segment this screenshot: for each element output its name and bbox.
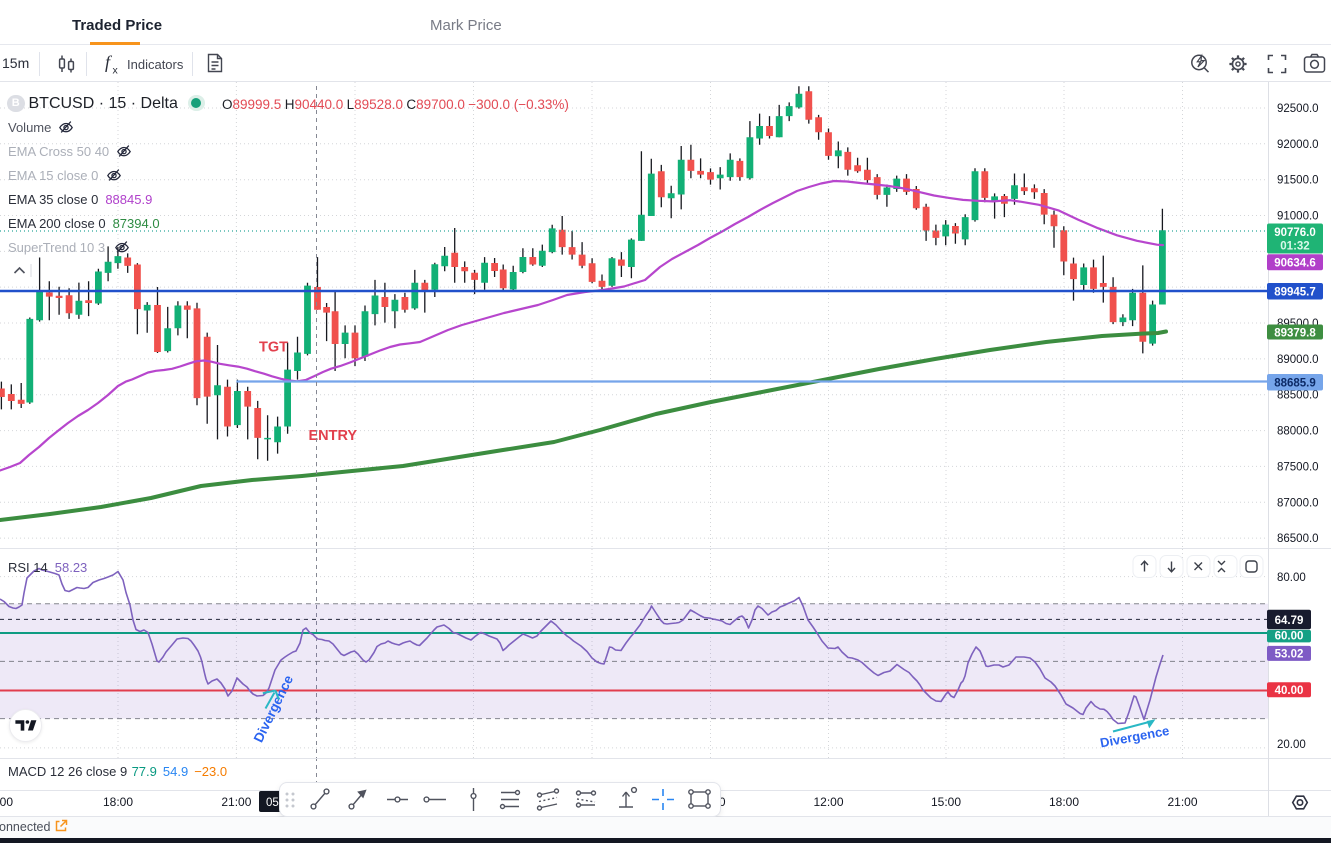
- svg-text:18:00: 18:00: [103, 795, 133, 809]
- svg-text:TGT: TGT: [259, 340, 288, 356]
- svg-text:15:00: 15:00: [931, 795, 961, 809]
- svg-text:88000.0: 88000.0: [1277, 426, 1319, 438]
- svg-text:92000.0: 92000.0: [1277, 139, 1319, 151]
- svg-text:15:00: 15:00: [0, 795, 13, 809]
- svg-text:12:00: 12:00: [813, 795, 843, 809]
- svg-text:01:32: 01:32: [1280, 241, 1309, 253]
- svg-text:90634.6: 90634.6: [1274, 258, 1316, 270]
- svg-text:53.02: 53.02: [1275, 649, 1304, 661]
- svg-text:88685.9: 88685.9: [1274, 378, 1316, 390]
- svg-text:90776.0: 90776.0: [1274, 227, 1316, 239]
- svg-text:x: x: [113, 65, 119, 77]
- svg-text:ENTRY: ENTRY: [309, 428, 358, 444]
- svg-text:89000.0: 89000.0: [1277, 354, 1319, 366]
- svg-text:20.00: 20.00: [1277, 739, 1306, 751]
- svg-text:21:00: 21:00: [221, 795, 251, 809]
- svg-text:91000.0: 91000.0: [1277, 211, 1319, 223]
- svg-text:60.00: 60.00: [1275, 631, 1304, 643]
- svg-text:18:00: 18:00: [1049, 795, 1079, 809]
- svg-text:21:00: 21:00: [1167, 795, 1197, 809]
- svg-text:87000.0: 87000.0: [1277, 497, 1319, 509]
- svg-text:91500.0: 91500.0: [1277, 175, 1319, 187]
- svg-text:40.00: 40.00: [1275, 685, 1304, 697]
- svg-text:89945.7: 89945.7: [1274, 287, 1316, 299]
- svg-text:92500.0: 92500.0: [1277, 103, 1319, 115]
- svg-text:89379.8: 89379.8: [1274, 327, 1316, 339]
- svg-text:64.79: 64.79: [1275, 615, 1304, 627]
- svg-text:80.00: 80.00: [1277, 572, 1306, 584]
- svg-text:Divergence: Divergence: [1099, 723, 1171, 751]
- svg-text:87500.0: 87500.0: [1277, 461, 1319, 473]
- svg-text:f: f: [105, 52, 113, 72]
- svg-text:86500.0: 86500.0: [1277, 533, 1319, 545]
- svg-text:88500.0: 88500.0: [1277, 390, 1319, 402]
